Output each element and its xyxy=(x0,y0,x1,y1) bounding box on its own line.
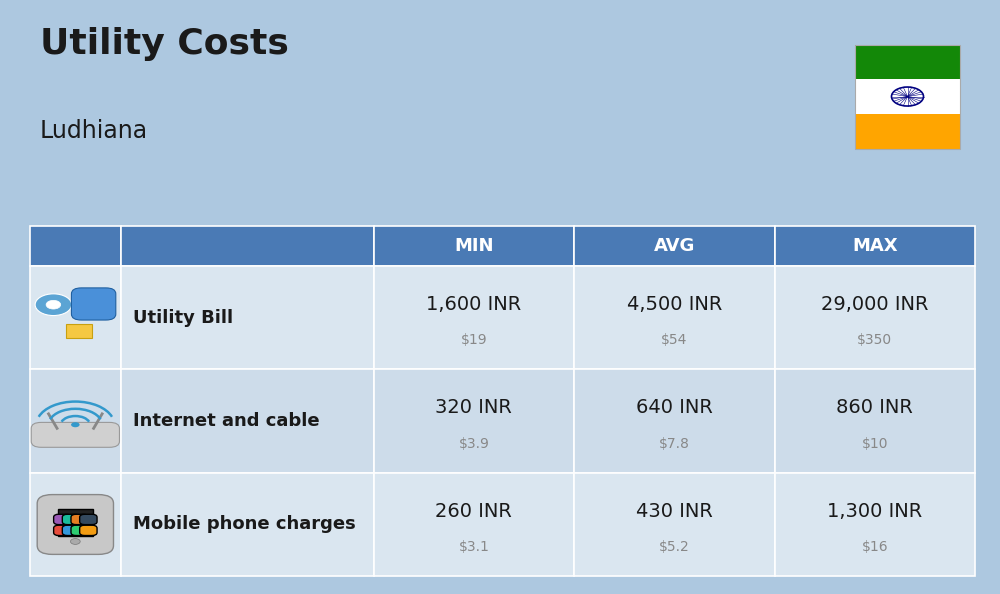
Text: $5.2: $5.2 xyxy=(659,540,690,554)
FancyBboxPatch shape xyxy=(775,369,975,473)
Text: $16: $16 xyxy=(861,540,888,554)
FancyBboxPatch shape xyxy=(121,266,374,369)
FancyBboxPatch shape xyxy=(775,473,975,576)
Circle shape xyxy=(35,294,72,315)
FancyBboxPatch shape xyxy=(62,514,80,525)
Text: $350: $350 xyxy=(857,333,892,347)
FancyBboxPatch shape xyxy=(80,525,97,536)
Text: MAX: MAX xyxy=(852,237,898,255)
FancyBboxPatch shape xyxy=(30,473,121,576)
Text: $19: $19 xyxy=(461,333,487,347)
Text: 260 INR: 260 INR xyxy=(435,501,512,520)
FancyBboxPatch shape xyxy=(374,266,574,369)
FancyBboxPatch shape xyxy=(121,473,374,576)
Text: Utility Bill: Utility Bill xyxy=(133,309,233,327)
FancyBboxPatch shape xyxy=(37,495,113,554)
Text: Mobile phone charges: Mobile phone charges xyxy=(133,516,355,533)
FancyBboxPatch shape xyxy=(855,114,960,148)
FancyBboxPatch shape xyxy=(775,226,975,266)
FancyBboxPatch shape xyxy=(71,525,88,536)
Circle shape xyxy=(71,422,80,427)
Text: $10: $10 xyxy=(862,437,888,451)
Text: MIN: MIN xyxy=(454,237,494,255)
FancyBboxPatch shape xyxy=(574,226,775,266)
Text: Internet and cable: Internet and cable xyxy=(133,412,319,430)
Text: AVG: AVG xyxy=(654,237,695,255)
FancyBboxPatch shape xyxy=(30,226,121,266)
FancyBboxPatch shape xyxy=(30,369,121,473)
FancyBboxPatch shape xyxy=(374,226,574,266)
FancyBboxPatch shape xyxy=(66,324,92,338)
FancyBboxPatch shape xyxy=(121,226,374,266)
Text: 1,600 INR: 1,600 INR xyxy=(426,295,521,314)
FancyBboxPatch shape xyxy=(71,288,116,320)
FancyBboxPatch shape xyxy=(30,266,121,369)
Text: 640 INR: 640 INR xyxy=(636,398,713,417)
FancyBboxPatch shape xyxy=(574,266,775,369)
Circle shape xyxy=(46,301,61,309)
Text: 860 INR: 860 INR xyxy=(836,398,913,417)
FancyBboxPatch shape xyxy=(62,525,80,536)
FancyBboxPatch shape xyxy=(58,508,93,536)
Text: Ludhiana: Ludhiana xyxy=(40,119,148,143)
FancyBboxPatch shape xyxy=(574,369,775,473)
Text: 4,500 INR: 4,500 INR xyxy=(627,295,722,314)
Text: 29,000 INR: 29,000 INR xyxy=(821,295,929,314)
Text: 320 INR: 320 INR xyxy=(435,398,512,417)
FancyBboxPatch shape xyxy=(54,514,71,525)
FancyBboxPatch shape xyxy=(54,525,71,536)
Text: $54: $54 xyxy=(661,333,688,347)
Text: $7.8: $7.8 xyxy=(659,437,690,451)
FancyBboxPatch shape xyxy=(374,473,574,576)
FancyBboxPatch shape xyxy=(855,79,960,114)
Text: $3.9: $3.9 xyxy=(458,437,489,451)
FancyBboxPatch shape xyxy=(374,369,574,473)
Text: 1,300 INR: 1,300 INR xyxy=(827,501,922,520)
FancyBboxPatch shape xyxy=(71,514,88,525)
FancyBboxPatch shape xyxy=(855,45,960,79)
FancyBboxPatch shape xyxy=(121,369,374,473)
Text: 430 INR: 430 INR xyxy=(636,501,713,520)
FancyBboxPatch shape xyxy=(80,514,97,525)
Text: Utility Costs: Utility Costs xyxy=(40,27,289,61)
Circle shape xyxy=(70,539,80,544)
FancyBboxPatch shape xyxy=(574,473,775,576)
Text: $3.1: $3.1 xyxy=(458,540,489,554)
FancyBboxPatch shape xyxy=(31,422,119,447)
FancyBboxPatch shape xyxy=(775,266,975,369)
